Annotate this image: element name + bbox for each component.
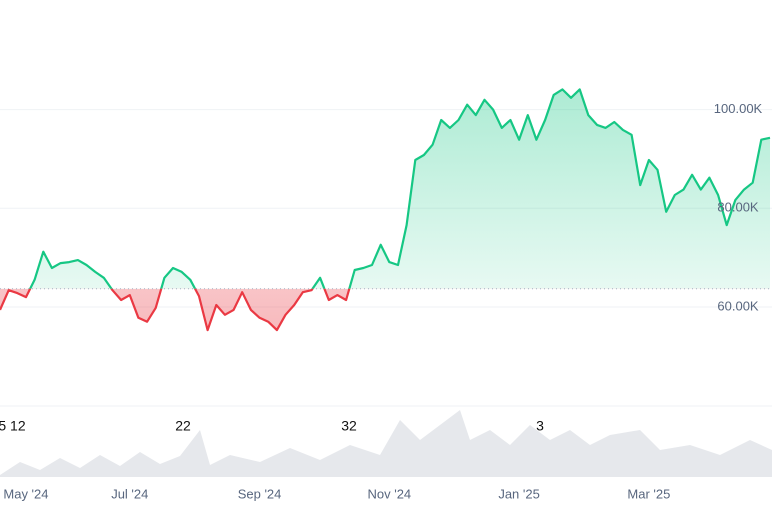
volume-background: [0, 410, 772, 477]
x-tick-label: Nov '24: [367, 486, 411, 501]
x-tick-label: Mar '25: [627, 486, 670, 501]
x-tick-label: May '24: [3, 486, 48, 501]
event-label: 22: [175, 418, 191, 434]
price-line-up: [28, 88, 771, 289]
x-tick-label: Jan '25: [498, 486, 540, 501]
area-up: [30, 89, 770, 289]
y-tick-label: 100.00K: [714, 101, 763, 116]
x-tick-label: Sep '24: [238, 486, 282, 501]
event-label: 5 12: [0, 418, 26, 434]
event-label: 3: [536, 418, 544, 434]
x-tick-label: Jul '24: [111, 486, 148, 501]
event-label: 32: [341, 418, 357, 434]
y-tick-label: 80.00K: [717, 200, 759, 215]
y-tick-label: 60.00K: [717, 298, 759, 313]
price-line-down: [0, 288, 351, 332]
